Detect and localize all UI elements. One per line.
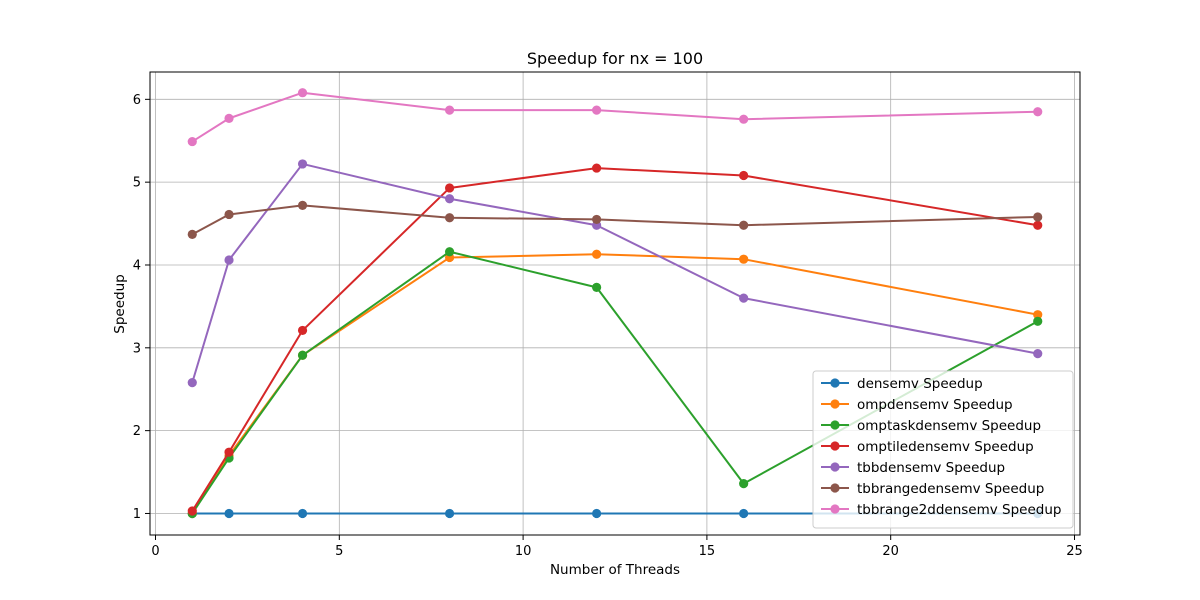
y-tick-label: 6 bbox=[133, 93, 141, 108]
data-point bbox=[592, 249, 602, 259]
chart-title: Speedup for nx = 100 bbox=[527, 49, 703, 68]
legend-marker bbox=[830, 504, 840, 514]
data-point bbox=[187, 506, 197, 516]
data-point bbox=[297, 200, 308, 210]
data-point bbox=[187, 377, 197, 388]
data-point bbox=[224, 255, 234, 265]
legend-marker bbox=[830, 378, 840, 388]
y-tick-label: 2 bbox=[133, 424, 141, 439]
data-point bbox=[297, 325, 308, 336]
data-point bbox=[1033, 212, 1043, 222]
series-3 bbox=[187, 163, 1043, 516]
plot-frame bbox=[149, 71, 1081, 536]
data-point bbox=[739, 170, 749, 181]
data-point bbox=[1033, 220, 1043, 230]
legend-item: densemv Speedup bbox=[821, 376, 983, 392]
x-tick-label: 20 bbox=[882, 544, 899, 559]
data-point bbox=[592, 214, 602, 225]
legend-item: omptaskdensemv Speedup bbox=[821, 418, 1041, 434]
legend: densemv Speedup ompdensemv Speedup omptask… bbox=[812, 370, 1074, 529]
data-point bbox=[739, 114, 749, 124]
x-tick-label: 0 bbox=[151, 544, 159, 559]
data-point bbox=[1033, 310, 1043, 320]
data-point bbox=[297, 88, 308, 98]
x-tick-label: 5 bbox=[335, 544, 343, 559]
legend-item: ompdensemv Speedup bbox=[821, 397, 1013, 413]
legend-item: omptiledensemv Speedup bbox=[821, 439, 1034, 455]
data-point bbox=[739, 220, 749, 230]
y-tick-label: 5 bbox=[133, 176, 141, 191]
data-point bbox=[444, 213, 455, 223]
legend-marker bbox=[830, 483, 840, 493]
axis-ticks: 0 5 10 15 20 25 1 2 3 4 5 6 bbox=[133, 93, 1083, 559]
data-point bbox=[187, 229, 197, 239]
legend-item: tbbdensemv Speedup bbox=[821, 460, 1005, 476]
legend-label: omptaskdensemv Speedup bbox=[857, 418, 1041, 434]
series-5 bbox=[187, 200, 1043, 239]
plot-series bbox=[187, 88, 1043, 519]
data-point bbox=[739, 293, 749, 303]
data-point bbox=[1033, 107, 1043, 117]
data-point bbox=[187, 136, 197, 147]
data-point bbox=[1033, 349, 1043, 359]
series-4 bbox=[187, 159, 1043, 388]
y-tick-label: 4 bbox=[133, 258, 141, 273]
y-tick-label: 3 bbox=[133, 341, 141, 356]
series-2 bbox=[187, 247, 1043, 519]
data-point bbox=[224, 113, 234, 123]
legend-marker bbox=[830, 399, 840, 409]
data-point bbox=[444, 194, 455, 204]
legend-item: tbbrangedensemv Speedup bbox=[821, 481, 1044, 497]
data-point bbox=[297, 159, 308, 169]
legend-item: tbbrange2ddensemv Speedup bbox=[821, 502, 1062, 518]
data-point bbox=[1033, 316, 1043, 326]
legend-box bbox=[812, 370, 1074, 529]
data-point bbox=[224, 209, 234, 220]
data-point bbox=[444, 183, 455, 193]
data-point bbox=[739, 508, 749, 519]
x-axis-title: Number of Threads bbox=[550, 562, 680, 578]
legend-label: tbbdensemv Speedup bbox=[857, 460, 1005, 476]
data-point bbox=[444, 105, 455, 115]
legend-label: ompdensemv Speedup bbox=[857, 397, 1013, 413]
legend-label: tbbrangedensemv Speedup bbox=[857, 481, 1044, 497]
legend-marker bbox=[830, 441, 840, 451]
data-point bbox=[592, 508, 602, 519]
data-point bbox=[592, 163, 602, 173]
data-point bbox=[592, 282, 602, 292]
data-point bbox=[444, 247, 455, 257]
series-6 bbox=[187, 88, 1043, 147]
legend-marker bbox=[830, 420, 840, 430]
data-point bbox=[297, 350, 308, 360]
data-point bbox=[739, 479, 749, 489]
data-point bbox=[224, 447, 234, 457]
y-axis-title: Speedup bbox=[112, 274, 128, 333]
legend-label: densemv Speedup bbox=[857, 376, 983, 392]
legend-marker bbox=[830, 462, 840, 472]
data-point bbox=[444, 508, 455, 519]
data-point bbox=[224, 508, 234, 519]
legend-label: omptiledensemv Speedup bbox=[857, 439, 1034, 455]
data-point bbox=[297, 508, 308, 519]
data-point bbox=[592, 105, 602, 115]
y-tick-label: 1 bbox=[133, 507, 141, 522]
x-tick-label: 15 bbox=[699, 544, 716, 559]
legend-label: tbbrange2ddensemv Speedup bbox=[857, 502, 1062, 518]
x-tick-label: 25 bbox=[1066, 544, 1083, 559]
x-tick-label: 10 bbox=[515, 544, 532, 559]
data-point bbox=[739, 254, 749, 264]
